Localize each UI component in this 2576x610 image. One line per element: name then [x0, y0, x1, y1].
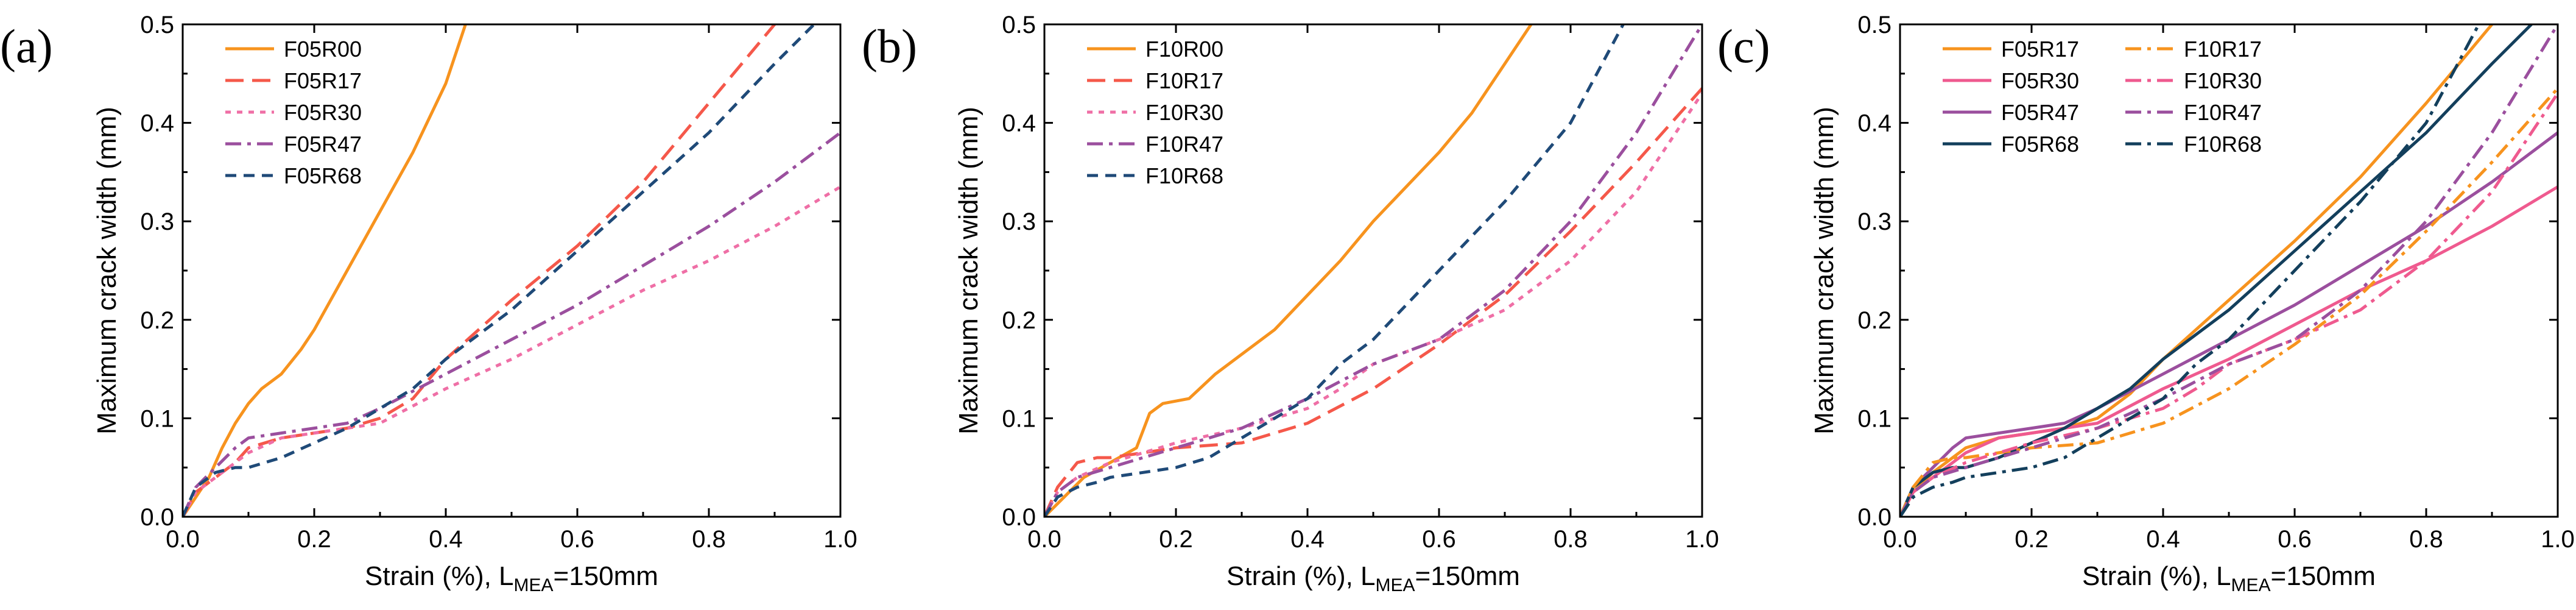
legend-label: F05R30: [284, 100, 362, 125]
series-line-f05r68: [1900, 24, 2533, 517]
series-line-f10r68: [1900, 24, 2480, 517]
series-line-f10r30: [1900, 92, 2558, 517]
y-tick-label: 0.4: [1857, 110, 1892, 137]
legend-label: F05R17: [284, 68, 362, 93]
y-tick-label: 0.3: [1857, 208, 1892, 235]
legend-label: F10R47: [2184, 100, 2262, 125]
x-tick-label: 1.0: [1685, 526, 1719, 553]
y-tick-label: 0.1: [1857, 405, 1892, 432]
series-group: [183, 24, 840, 517]
series-line-f05r30: [1900, 185, 2558, 517]
series-line-f05r30: [183, 185, 840, 517]
x-tick-label: 0.0: [166, 526, 200, 553]
x-tick-label: 0.2: [1159, 526, 1193, 553]
x-tick-label: 0.4: [1290, 526, 1325, 553]
legend-label: F05R30: [2001, 68, 2079, 93]
series-line-f05r47: [183, 131, 840, 517]
legend-label: F05R17: [2001, 37, 2079, 62]
chart-panel-3: 0.0 0.2 0.4 0.6 0.8 1.0 0.0 0.1 0.2 0.3 0.4 0.5 Stra…: [1717, 12, 2575, 595]
legend-label: F10R30: [2184, 68, 2262, 93]
x-axis-title: Strain (%), LMEA=150mm: [365, 561, 658, 595]
chart-panel-2: 0.0 0.2 0.4 0.6 0.8 1.0 0.0 0.1 0.2 0.3 0.4 0.5 Stra…: [862, 12, 1719, 595]
y-tick-label: 0.0: [1002, 504, 1036, 531]
x-axis-title: Strain (%), LMEA=150mm: [2082, 561, 2376, 595]
panel-label: (b): [862, 20, 917, 73]
plot-frame: [1043, 23, 1703, 518]
x-tick-label: 0.4: [429, 526, 463, 553]
legend-label: F10R00: [1145, 37, 1223, 62]
legend: F10R00 F10R17 F10R30 F10R47 F10R68: [1087, 37, 1223, 188]
series-line-f05r47: [1900, 131, 2558, 517]
y-tick-label: 0.5: [140, 12, 174, 38]
panel-label: (a): [0, 20, 53, 73]
y-tick-label: 0.4: [140, 110, 174, 137]
series-group: [1900, 24, 2558, 517]
y-tick-label: 0.2: [1002, 307, 1036, 334]
y-tick-label: 0.0: [140, 504, 174, 531]
y-tick-label: 0.0: [1857, 504, 1892, 531]
y-tick-label: 0.2: [1857, 307, 1892, 334]
x-tick-label: 0.6: [2278, 526, 2312, 553]
x-tick-label: 0.2: [2015, 526, 2049, 553]
y-tick-label: 0.4: [1002, 110, 1036, 137]
series-line-f05r17: [1900, 24, 2493, 517]
x-tick-label: 0.6: [1422, 526, 1456, 553]
series-line-f05r00: [183, 24, 467, 517]
y-axis-title: Maximum crack width (mm): [954, 107, 984, 434]
series-line-f10r00: [1044, 24, 1533, 517]
x-tick-label: 0.8: [692, 526, 726, 553]
series-line-f10r47: [1900, 24, 2558, 517]
x-tick-label: 1.0: [2541, 526, 2575, 553]
y-tick-label: 0.1: [1002, 405, 1036, 432]
legend-label: F10R47: [1145, 132, 1223, 157]
legend-label: F05R68: [2001, 132, 2079, 157]
y-tick-label: 0.2: [140, 307, 174, 334]
y-axis-title: Maximum crack width (mm): [92, 107, 122, 434]
legend-label: F10R30: [1145, 100, 1223, 125]
legend-label: F05R00: [284, 37, 362, 62]
x-tick-label: 0.2: [297, 526, 331, 553]
x-tick-label: 0.8: [2409, 526, 2443, 553]
legend: F05R00 F05R17 F05R30 F05R47 F05R68: [225, 37, 362, 188]
y-tick-label: 0.3: [1002, 208, 1036, 235]
y-tick-label: 0.3: [140, 208, 174, 235]
legend: F05R17 F05R30 F05R47 F05R68 F10R17 F10R30 F10R…: [1943, 37, 2262, 157]
series-line-f10r47: [1044, 24, 1702, 517]
x-tick-label: 0.0: [1027, 526, 1061, 553]
legend-label: F10R17: [2184, 37, 2262, 62]
y-tick-label: 0.1: [140, 405, 174, 432]
legend-label: F10R68: [2184, 132, 2262, 157]
x-tick-label: 0.8: [1554, 526, 1588, 553]
series-group: [1044, 24, 1702, 517]
x-tick-label: 0.4: [2146, 526, 2180, 553]
x-tick-label: 0.6: [560, 526, 594, 553]
legend-label: F10R17: [1145, 68, 1223, 93]
legend-label: F10R68: [1145, 163, 1223, 188]
chart-panel-1: 0.0 0.2 0.4 0.6 0.8 1.0 0.0 0.1 0.2 0.3 0.4 0.5 Stra…: [0, 12, 857, 595]
series-line-f10r17: [1044, 87, 1702, 517]
x-tick-label: 0.0: [1883, 526, 1917, 553]
series-line-f10r30: [1044, 92, 1702, 517]
x-tick-label: 1.0: [823, 526, 857, 553]
series-line-f10r17: [1900, 87, 2558, 517]
legend-label: F05R47: [2001, 100, 2079, 125]
x-axis-title: Strain (%), LMEA=150mm: [1226, 561, 1520, 595]
y-tick-label: 0.5: [1002, 12, 1036, 38]
panel-label: (c): [1717, 20, 1770, 73]
series-line-f10r68: [1044, 24, 1625, 517]
series-line-f05r68: [183, 24, 815, 517]
legend-label: F05R47: [284, 132, 362, 157]
y-axis-title: Maximum crack width (mm): [1809, 107, 1839, 434]
series-line-f05r17: [183, 24, 776, 517]
legend-label: F05R68: [284, 163, 362, 188]
y-tick-label: 0.5: [1857, 12, 1892, 38]
